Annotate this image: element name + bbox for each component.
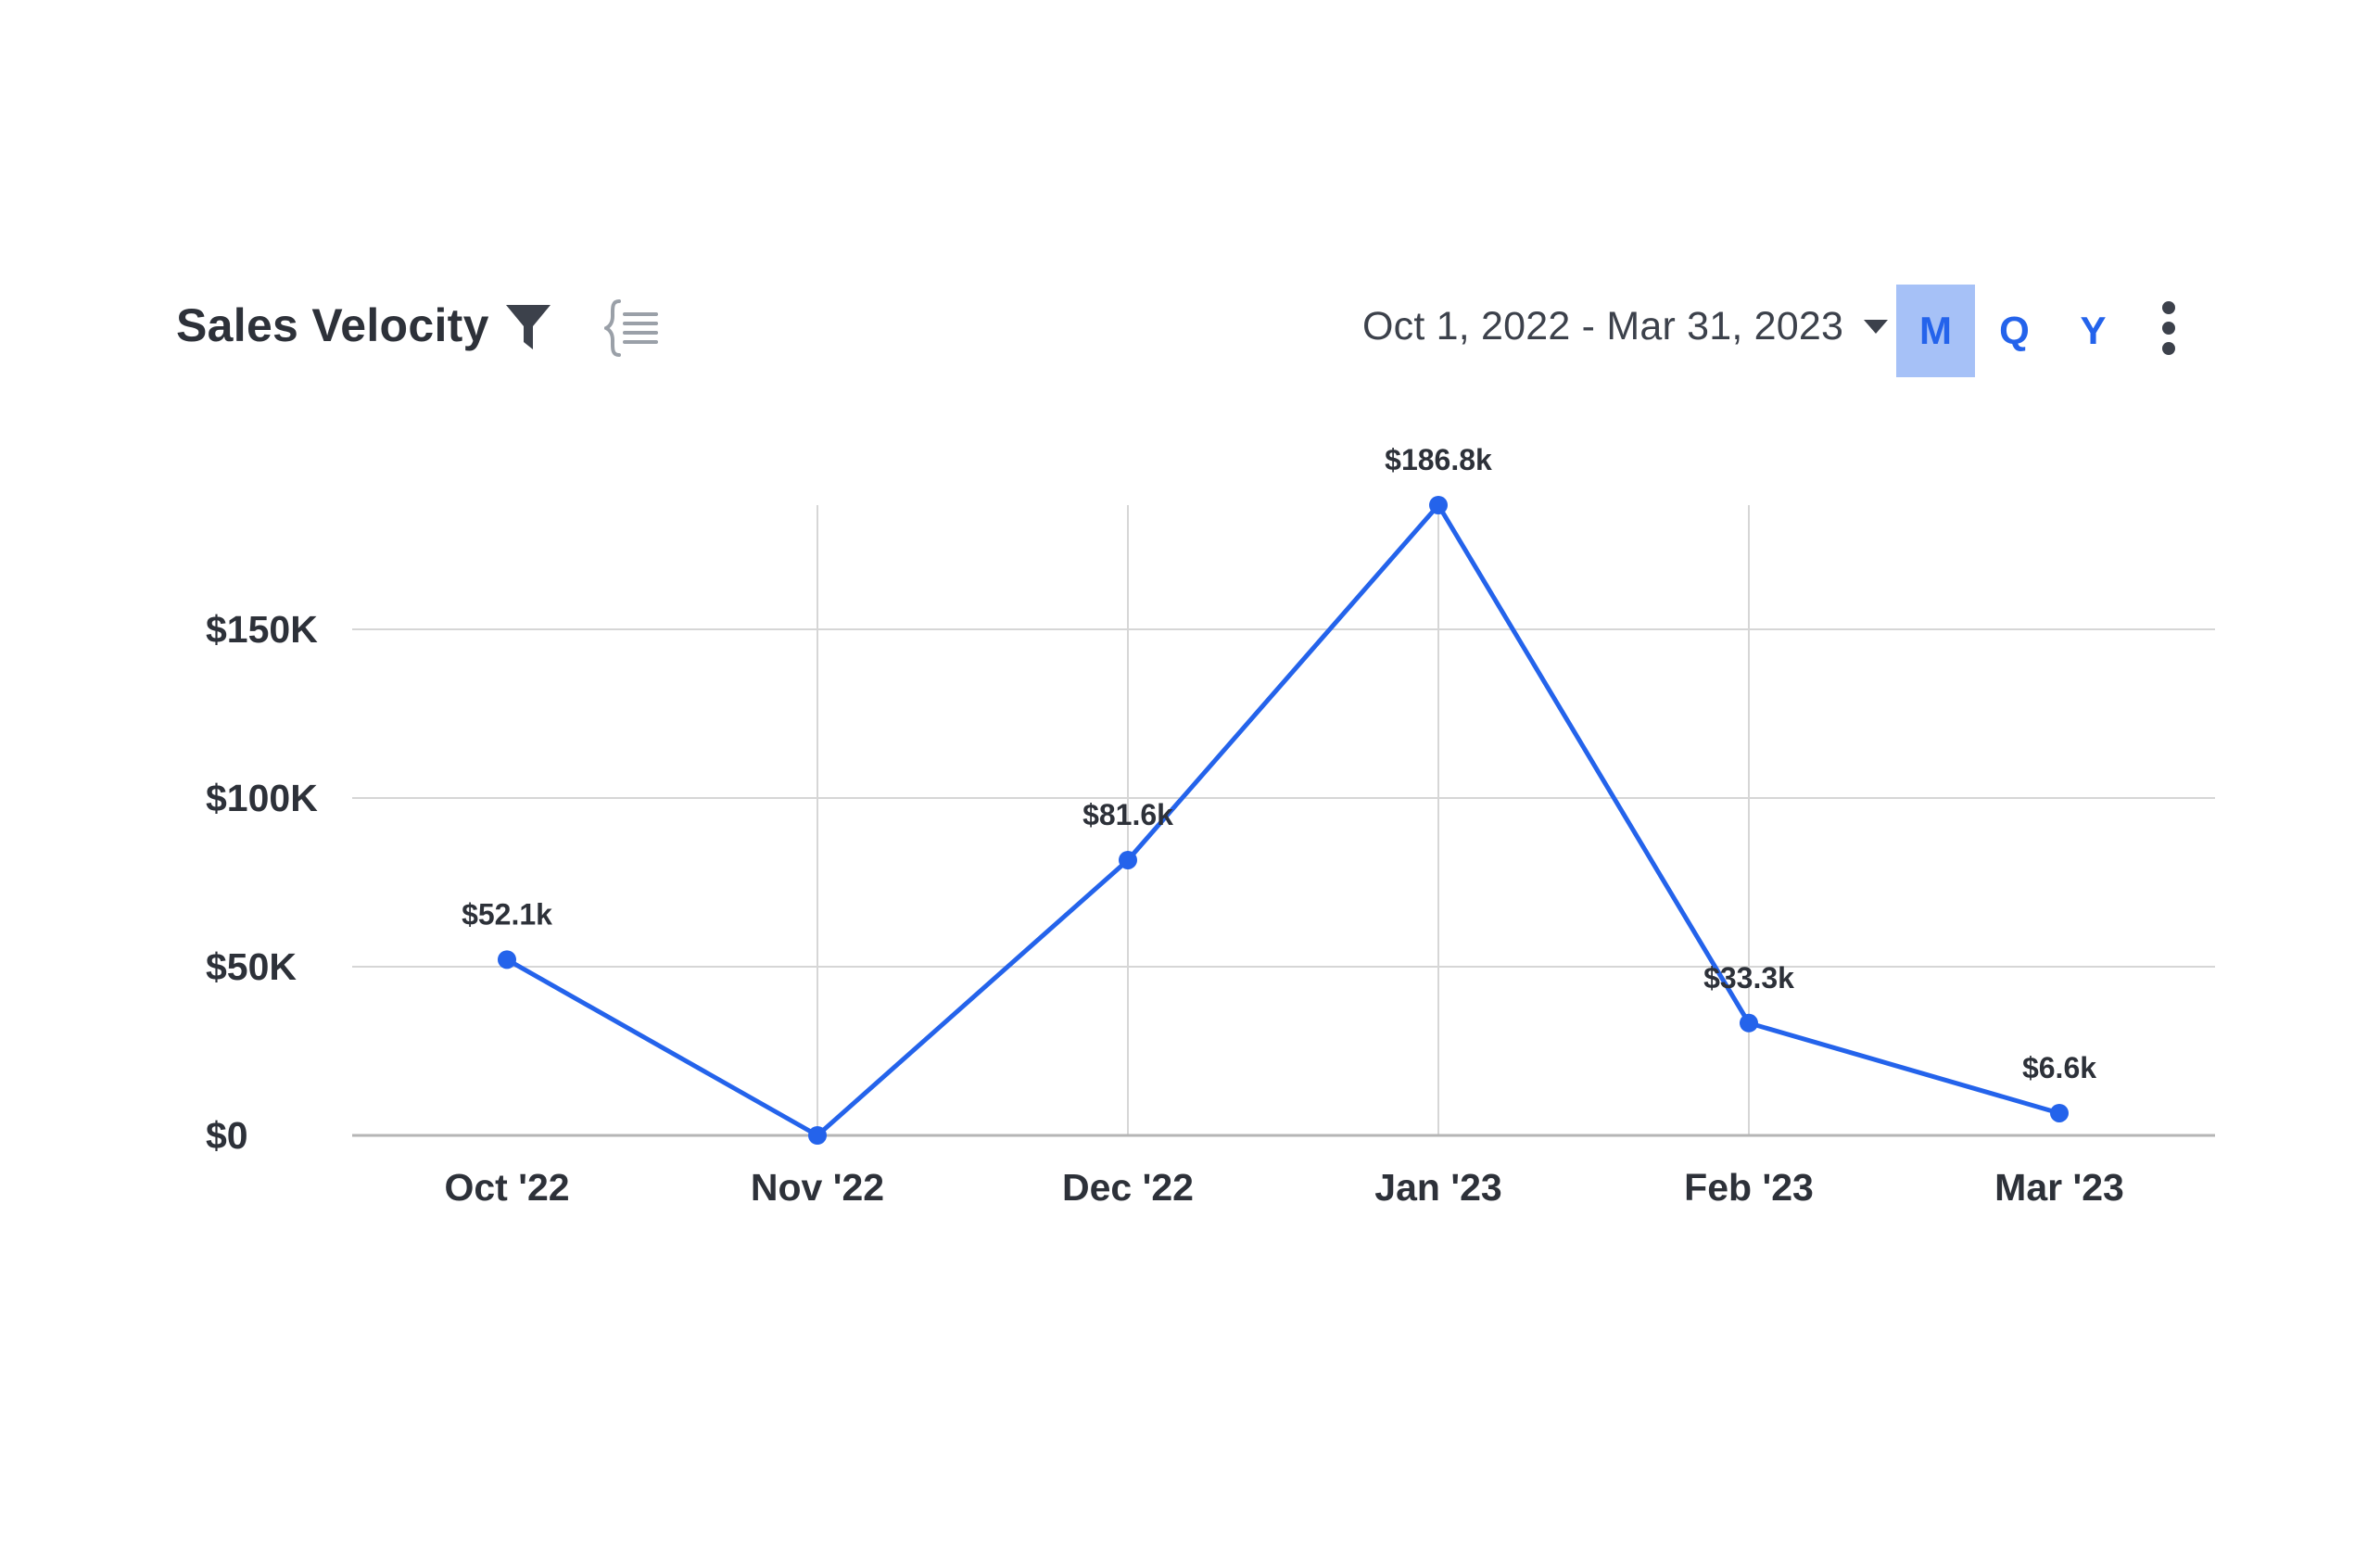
period-year-button[interactable]: Y [2080,309,2107,352]
data-label: $186.8k [1385,443,1492,476]
widget-header: Sales Velocity Oct 1, 2022 - Mar 31, 202… [0,278,2380,380]
y-tick-label: $0 [206,1114,248,1157]
kebab-menu-icon[interactable] [2141,297,2196,360]
x-tick-label: Jan '23 [1374,1166,1501,1209]
data-point [2050,1103,2069,1122]
x-tick-label: Feb '23 [1684,1166,1814,1209]
x-tick-label: Nov '22 [751,1166,884,1209]
comparison-list-icon[interactable] [602,297,662,360]
data-point [808,1126,827,1145]
x-tick-label: Dec '22 [1062,1166,1194,1209]
filter-icon[interactable] [500,298,556,356]
y-tick-label: $100K [206,777,318,819]
x-tick-label: Mar '23 [1994,1166,2124,1209]
data-point [1740,1013,1758,1033]
series-line [504,502,2062,1138]
period-month-button[interactable]: M [1896,285,1975,377]
data-point [1119,850,1137,869]
date-range-label: Oct 1, 2022 - Mar 31, 2023 [1362,303,1844,348]
period-quarter-button[interactable]: Q [1999,309,2030,352]
widget-title: Sales Velocity [176,299,489,351]
data-label: $6.6k [2022,1051,2096,1084]
chevron-down-icon [1864,319,1889,334]
y-tick-label: $50K [206,945,297,988]
y-tick-label: $150K [206,608,318,651]
data-label: $52.1k [462,897,552,931]
data-label: $81.6k [1082,798,1173,831]
data-point [498,950,516,969]
data-label: $33.3k [1703,961,1794,995]
period-toggle: M Q Y [1896,285,2133,377]
data-point [1429,496,1448,514]
x-tick-label: Oct '22 [444,1166,569,1209]
date-range-dropdown[interactable]: Oct 1, 2022 - Mar 31, 2023 [1362,297,1889,356]
